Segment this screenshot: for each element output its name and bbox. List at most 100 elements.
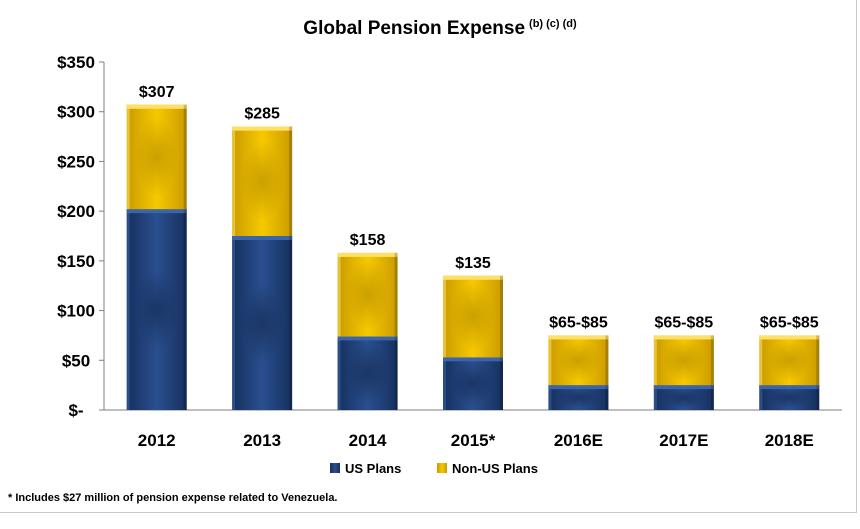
bar-glow xyxy=(662,387,705,409)
bar-bevel-right xyxy=(500,275,503,358)
bar-bevel-left xyxy=(232,236,236,410)
total-label: $65-$85 xyxy=(760,314,819,331)
bar-bevel-right xyxy=(605,385,609,410)
bar-bevel-top xyxy=(759,335,820,340)
bar-non-us-plans xyxy=(759,335,820,386)
x-tick-label: 2014 xyxy=(349,431,387,450)
bar-non-us-plans xyxy=(443,275,503,358)
bar-us-plans xyxy=(126,209,187,410)
bar-glow xyxy=(452,282,494,351)
bar-bevel-right xyxy=(500,357,503,410)
total-label: $307 xyxy=(139,84,175,101)
bar-bevel-left xyxy=(759,385,763,410)
bar-bevel-top xyxy=(126,104,187,109)
legend-label: Non-US Plans xyxy=(452,461,538,476)
bar-bevel-top xyxy=(443,357,503,362)
bar-glow xyxy=(241,141,284,222)
bar-bevel-top xyxy=(443,275,503,280)
bar-bevel-left xyxy=(548,385,552,410)
total-label: $65-$85 xyxy=(654,314,713,331)
total-label: $135 xyxy=(455,255,491,272)
y-tick-label: $300 xyxy=(57,103,95,122)
bar-bevel-right xyxy=(289,126,293,236)
bar-glow xyxy=(346,259,389,330)
bar-glow xyxy=(241,283,284,363)
bar-us-plans xyxy=(759,385,820,410)
legend-swatch xyxy=(437,463,447,473)
bar-non-us-plans xyxy=(232,126,293,236)
bar-bevel-right xyxy=(816,335,820,386)
bar-bevel-right xyxy=(394,336,398,410)
bars xyxy=(126,104,820,410)
bar-glow xyxy=(768,339,811,382)
bar-bevel-left xyxy=(126,209,130,410)
bar-bevel-top xyxy=(126,209,187,214)
bar-bevel-right xyxy=(289,236,293,410)
x-tick-label: 2015* xyxy=(451,431,496,450)
bar-us-plans xyxy=(653,385,714,410)
x-axis-labels: 2012 2013 2014 2015* 2016E 2017E 2018E xyxy=(138,431,814,450)
bar-non-us-plans xyxy=(126,104,187,210)
total-labels: $307 $285 $158 $135 $65-$85 $65-$85 $65-$85 xyxy=(139,84,819,332)
bar-bevel-top xyxy=(759,385,820,390)
chart-title: Global Pension Expense (b) (c) (d) xyxy=(303,18,577,39)
y-tick-label: $100 xyxy=(57,302,95,321)
bar-us-plans xyxy=(548,385,609,410)
bar-bevel-left xyxy=(126,104,130,210)
bar-bevel-right xyxy=(710,335,714,386)
total-label: $285 xyxy=(244,106,280,123)
bar-bevel-top xyxy=(337,252,398,257)
legend-item-us-plans: US Plans xyxy=(330,461,401,476)
footnote: * Includes $27 million of pension expens… xyxy=(8,492,338,504)
total-label: $158 xyxy=(350,232,386,249)
bar-bevel-left xyxy=(337,336,341,410)
bar-non-us-plans xyxy=(337,252,398,337)
x-tick-label: 2018E xyxy=(765,431,814,450)
x-tick-label: 2012 xyxy=(138,431,176,450)
x-tick-label: 2017E xyxy=(659,431,708,450)
bar-non-us-plans xyxy=(548,335,609,386)
y-tick-label: $250 xyxy=(57,152,95,171)
chart-title-text: Global Pension Expense xyxy=(303,18,525,39)
bar-us-plans xyxy=(232,236,293,410)
bar-glow xyxy=(135,269,178,350)
bar-non-us-plans xyxy=(653,335,714,386)
bar-glow xyxy=(768,387,811,409)
y-tick-label: $- xyxy=(68,401,83,420)
bar-bevel-left xyxy=(548,335,552,386)
y-tick-label: $200 xyxy=(57,202,95,221)
legend-swatch xyxy=(330,463,340,473)
bar-bevel-top xyxy=(548,385,609,390)
bar-bevel-top xyxy=(653,335,714,340)
bar-glow xyxy=(557,339,600,382)
bar-bevel-top xyxy=(548,335,609,340)
bar-us-plans xyxy=(337,336,398,410)
bar-bevel-right xyxy=(394,252,398,337)
x-tick-label: 2013 xyxy=(243,431,281,450)
chart-frame xyxy=(0,0,857,513)
bar-glow xyxy=(346,342,389,405)
bar-glow xyxy=(452,361,494,406)
y-tick-label: $150 xyxy=(57,252,95,271)
bar-bevel-right xyxy=(183,209,187,410)
bar-bevel-right xyxy=(183,104,187,210)
bar-bevel-right xyxy=(605,335,609,386)
bar-glow xyxy=(662,339,705,382)
bar-bevel-left xyxy=(653,335,657,386)
bar-bevel-left xyxy=(653,385,657,410)
y-tick-label: $350 xyxy=(57,53,95,72)
bar-bevel-top xyxy=(337,336,398,341)
bar-us-plans xyxy=(443,357,503,410)
legend-item-non-us-plans: Non-US Plans xyxy=(437,461,538,476)
bar-bevel-right xyxy=(816,385,820,410)
bar-bevel-left xyxy=(443,275,446,358)
chart-title-superscript: (b) (c) (d) xyxy=(529,18,577,30)
bar-bevel-top xyxy=(232,126,293,131)
legend: US Plans Non-US Plans xyxy=(330,461,538,476)
bar-glow xyxy=(557,387,600,409)
bar-bevel-left xyxy=(232,126,236,236)
bar-bevel-top xyxy=(653,385,714,390)
bar-bevel-right xyxy=(710,385,714,410)
bar-bevel-top xyxy=(232,236,293,240)
